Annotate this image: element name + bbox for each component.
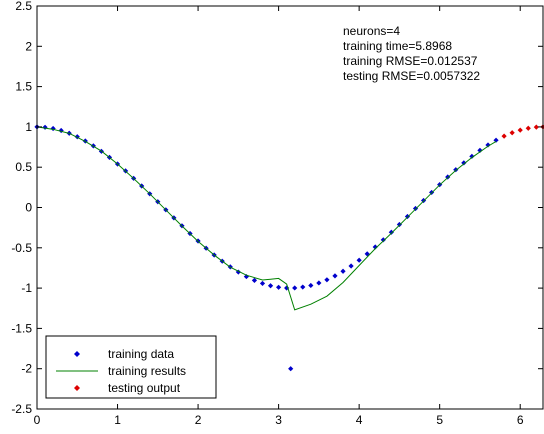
legend-box: [45, 335, 217, 399]
data-point: [288, 366, 294, 372]
x-tick-label: 2: [195, 413, 202, 427]
data-point: [324, 277, 330, 283]
data-point: [461, 160, 467, 166]
legend-item-training-results: training results: [56, 364, 186, 378]
data-point: [469, 153, 475, 159]
data-point: [477, 147, 483, 153]
data-point: [525, 125, 531, 131]
data-point: [372, 244, 378, 250]
y-tick-label: 1: [25, 120, 32, 134]
y-tick-label: 1.5: [15, 80, 32, 94]
legend-label: training results: [108, 364, 186, 378]
data-point: [284, 285, 290, 291]
y-tick-label: -2.5: [11, 402, 32, 416]
data-point: [509, 130, 515, 136]
x-tick-label: 3: [275, 413, 282, 427]
legend-marker-blue: [74, 351, 80, 357]
annotation-line: training RMSE=0.012537: [343, 54, 478, 68]
y-tick-label: -0.5: [11, 241, 32, 255]
data-point: [300, 284, 306, 290]
y-tick-label: -1: [21, 281, 32, 295]
data-point: [308, 282, 314, 289]
y-tick-label: 0: [25, 201, 32, 215]
series-training-results: [36, 126, 497, 311]
data-point: [380, 237, 386, 243]
y-tick-label: 0.5: [15, 160, 32, 174]
y-tick-label: 2.5: [15, 0, 32, 13]
axis-ticks: 0 1 2 3 4 5 6 2.5 2 1.5 1 0.5 0 -0.5 -1 -1.5 -2 -2.5: [11, 0, 543, 427]
annotation-line: testing RMSE=0.0057322: [343, 69, 480, 83]
legend: training data training results testing o…: [45, 335, 217, 399]
data-point: [356, 257, 362, 263]
data-point: [388, 229, 394, 235]
x-tick-label: 5: [436, 413, 443, 427]
data-point: [316, 280, 322, 286]
data-point: [251, 277, 258, 283]
series-line: [36, 126, 497, 311]
annotation-line: neurons=4: [343, 24, 400, 38]
annotation-line: training time=5.8968: [343, 39, 452, 53]
data-point: [493, 137, 499, 143]
data-point: [517, 127, 523, 133]
data-point: [340, 268, 346, 274]
data-point: [332, 273, 338, 279]
x-tick-label: 0: [34, 413, 41, 427]
data-point: [292, 285, 298, 291]
y-tick-label: -2: [21, 362, 32, 376]
y-tick-label: -1.5: [11, 321, 32, 335]
data-point: [348, 263, 354, 269]
x-tick-label: 6: [517, 413, 524, 427]
data-point: [276, 284, 282, 290]
annotation-block: neurons=4 training time=5.8968 training …: [343, 24, 480, 83]
x-tick-label: 1: [114, 413, 121, 427]
legend-item-testing-output: testing output: [74, 381, 181, 395]
data-point: [259, 280, 266, 287]
plot-content: [34, 124, 544, 372]
y-tick-label: 2: [25, 39, 32, 53]
legend-label: testing output: [108, 381, 181, 395]
legend-label: training data: [108, 347, 174, 361]
data-point: [396, 221, 403, 228]
data-point: [533, 124, 539, 130]
legend-item-training-data: training data: [74, 347, 174, 361]
legend-marker-red: [74, 385, 80, 391]
data-point: [267, 283, 274, 289]
x-tick-label: 4: [356, 413, 363, 427]
data-point: [501, 133, 507, 139]
data-point: [485, 142, 491, 148]
